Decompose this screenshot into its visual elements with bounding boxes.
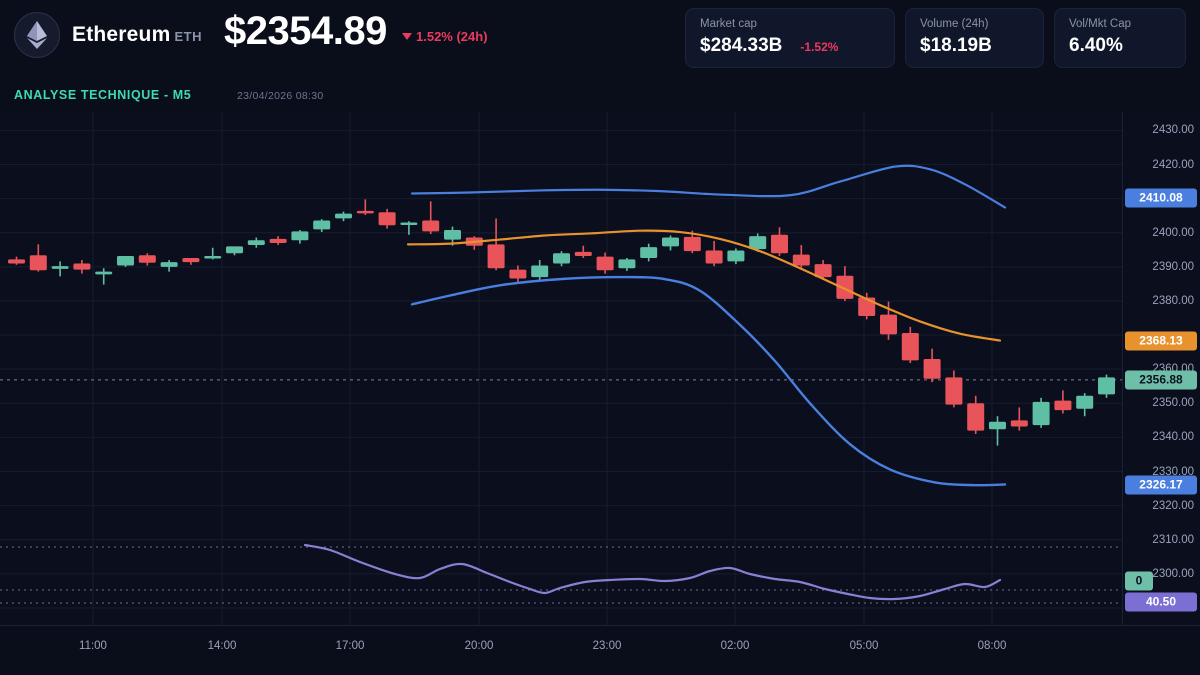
time-tick-label: 02:00 [720, 640, 750, 652]
moving-average-badge[interactable]: 2368.13 [1125, 331, 1197, 351]
price-tick-label: 2320.00 [1152, 499, 1194, 512]
time-tick-label: 11:00 [79, 640, 107, 652]
chart-canvas [0, 112, 1122, 625]
vol-mkt-cap-label: Vol/Mkt Cap [1069, 18, 1131, 30]
price-tick-label: 2340.00 [1152, 431, 1194, 444]
price-chart[interactable] [0, 112, 1122, 625]
price-tick-label: 2390.00 [1152, 260, 1194, 273]
market-cap-value: $284.33B [700, 35, 783, 56]
header: Ethereum ETH $2354.89 1.52% (24h) Market… [0, 0, 1200, 82]
market-cap-delta: -1.52% [800, 40, 839, 54]
coin-name: Ethereum [72, 23, 171, 46]
time-tick-label: 08:00 [977, 640, 1007, 652]
time-tick-label: 05:00 [849, 640, 879, 652]
triangle-down-icon [402, 33, 412, 40]
current-price: $2354.89 [224, 9, 387, 53]
price-tick-label: 2400.00 [1152, 226, 1194, 239]
vol-mkt-cap-value: 6.40% [1069, 35, 1123, 56]
price-axis[interactable]: 2430.00 2420.00 2400.00 2390.00 2380.00 2360.… [1122, 112, 1200, 625]
time-tick-label: 17:00 [335, 640, 365, 652]
price-tick-label: 2420.00 [1152, 158, 1194, 171]
price-tick-label: 2430.00 [1152, 124, 1194, 137]
rsi-zero-badge[interactable]: 0 [1125, 571, 1153, 591]
price-tick-label: 2350.00 [1152, 397, 1194, 410]
price-change-24h: 1.52% (24h) [402, 29, 488, 44]
analysis-title: ANALYSE TECHNIQUE - M5 [14, 88, 192, 102]
coin-ticker: ETH [174, 29, 202, 44]
price-change-value: 1.52% (24h) [416, 29, 488, 44]
time-axis: 11:00 14:00 17:00 20:00 23:00 02:00 05:00 08:00 [0, 625, 1200, 675]
price-tick-label: 2300.00 [1152, 567, 1194, 580]
volume-card: Volume (24h) $18.19B [905, 8, 1044, 68]
vol-mkt-cap-card: Vol/Mkt Cap 6.40% [1054, 8, 1186, 68]
time-tick-label: 23:00 [592, 640, 622, 652]
price-tick-label: 2330.00 [1152, 465, 1194, 478]
price-tick-label: 2380.00 [1152, 294, 1194, 307]
time-tick-label: 14:00 [207, 640, 237, 652]
analysis-timestamp: 23/04/2026 08:30 [237, 90, 324, 102]
volume-label: Volume (24h) [920, 18, 989, 30]
upper-band-badge[interactable]: 2410.08 [1125, 188, 1197, 208]
lower-band-badge[interactable]: 2326.17 [1125, 475, 1197, 495]
market-cap-card: Market cap $284.33B -1.52% [685, 8, 895, 68]
coin-identity: Ethereum ETH [14, 12, 202, 58]
time-tick-label: 20:00 [464, 640, 494, 652]
market-cap-label: Market cap [700, 18, 757, 30]
price-tick-label: 2310.00 [1152, 533, 1194, 546]
ethereum-diamond-icon [14, 12, 60, 58]
volume-value: $18.19B [920, 35, 992, 56]
last-price-badge[interactable]: 2356.88 [1125, 370, 1197, 390]
rsi-value-badge[interactable]: 40.50 [1125, 592, 1197, 612]
